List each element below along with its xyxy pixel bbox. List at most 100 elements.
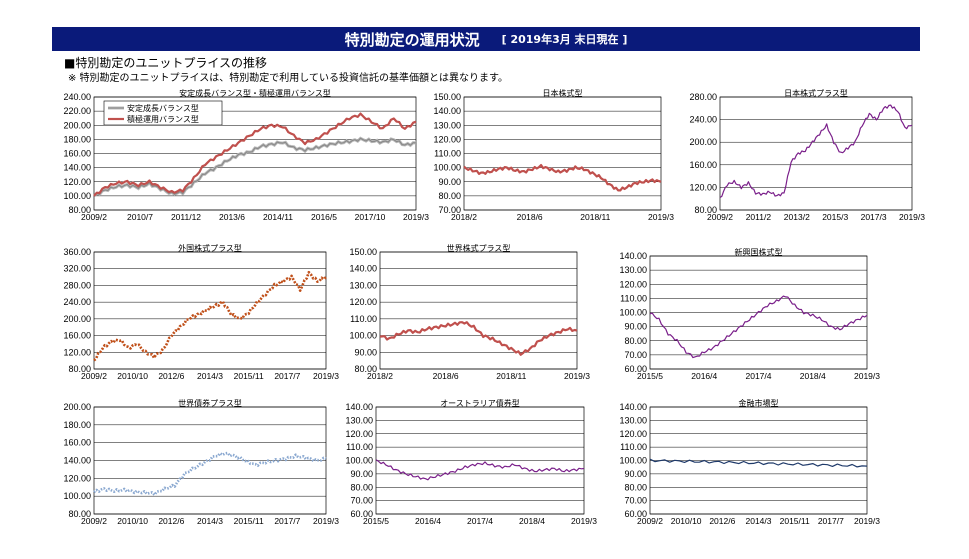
series-line <box>93 137 417 197</box>
plot-frame <box>649 406 868 515</box>
chart-money-market: 金融市場型 60.00 70.00 80.00 90.00 100.00 110.00 120… <box>619 398 880 526</box>
x-tick-label: 2011/12 <box>171 212 201 222</box>
x-tick-label: 2018/4 <box>800 371 826 381</box>
y-tick-label: 60.00 <box>350 509 373 519</box>
y-tick-label: 70.00 <box>438 205 461 215</box>
x-tick-label: 2019/3 <box>854 371 880 381</box>
x-tick-label: 2018/11 <box>580 212 610 222</box>
y-tick-label: 160.00 <box>63 331 91 341</box>
y-tick-label: 130.00 <box>345 415 373 425</box>
y-tick-label: 90.00 <box>624 469 647 479</box>
y-tick-label: 120.00 <box>619 279 647 289</box>
chart-title: 金融市場型 <box>739 398 779 408</box>
legend-box <box>103 100 223 126</box>
y-tick-label: 90.00 <box>350 469 373 479</box>
x-tick-label: 2009/2 <box>637 516 663 526</box>
chart-title: 日本株式型 <box>543 88 583 98</box>
y-tick-label: 100.00 <box>345 456 373 466</box>
x-tick-label: 2012/6 <box>709 516 735 526</box>
section-note: ※ 特別勘定のユニットプライスは、特別勘定で利用している投資信託の基準価額とは異… <box>68 73 508 84</box>
x-tick-label: 2017/7 <box>274 516 300 526</box>
y-tick-label: 80.00 <box>68 364 91 374</box>
x-tick-label: 2015/5 <box>363 516 389 526</box>
y-tick-label: 140.00 <box>433 106 461 116</box>
y-tick-label: 80.00 <box>68 509 91 519</box>
y-tick-label: 70.00 <box>624 350 647 360</box>
chart-title: 世界株式プラス型 <box>447 243 511 253</box>
x-tick-label: 2017/4 <box>467 516 493 526</box>
y-tick-label: 180.00 <box>63 420 91 430</box>
y-tick-label: 280.00 <box>689 92 717 102</box>
chart-title: 新興国株式型 <box>735 247 783 257</box>
x-tick-label: 2016/4 <box>415 516 441 526</box>
plot-frame <box>93 406 327 515</box>
page-title: 特別勘定の運用状況 <box>344 30 480 49</box>
y-tick-label: 160.00 <box>689 160 717 170</box>
chart-japan-equity: 日本株式型 70.00 80.00 90.00 100.00 110.00 120.00 13… <box>433 88 674 222</box>
x-tick-label: 2009/2 <box>707 212 733 222</box>
x-tick-label: 2011/2 <box>746 212 772 222</box>
x-tick-label: 2009/2 <box>81 516 107 526</box>
y-tick-label: 200.00 <box>689 137 717 147</box>
y-tick-label: 110.00 <box>346 442 373 452</box>
y-tick-label: 100.00 <box>619 308 647 318</box>
x-tick-label: 2018/4 <box>519 516 545 526</box>
y-tick-label: 120.00 <box>345 429 373 439</box>
y-tick-label: 70.00 <box>350 496 373 506</box>
x-tick-label: 2015/11 <box>780 516 810 526</box>
plot-frame <box>93 251 327 370</box>
y-tick-label: 240.00 <box>63 92 91 102</box>
series-line <box>463 163 662 192</box>
chart-world-bond-plus: 世界債券プラス型 80.00 100.00 120.00 140.00 160.00 180… <box>63 398 339 526</box>
plot-frame <box>375 406 585 515</box>
x-tick-label: 2018/6 <box>517 212 543 222</box>
x-tick-label: 2010/10 <box>117 371 148 381</box>
plot-frame <box>649 255 868 370</box>
x-tick-label: 2010/10 <box>671 516 702 526</box>
x-tick-label: 2019/3 <box>313 371 339 381</box>
series-line <box>649 458 868 468</box>
chart-title: 安定成長バランス型・積極運用バランス型 <box>179 88 331 98</box>
x-tick-label: 2012/6 <box>158 371 184 381</box>
x-tick-label: 2014/11 <box>263 212 293 222</box>
y-tick-label: 90.00 <box>354 347 377 357</box>
y-tick-label: 80.00 <box>438 191 461 201</box>
y-tick-label: 200.00 <box>63 120 91 130</box>
x-tick-label: 2019/3 <box>899 212 925 222</box>
x-tick-label: 2012/6 <box>158 516 184 526</box>
plot-frame <box>463 96 662 211</box>
y-tick-label: 130.00 <box>619 265 647 275</box>
series-line <box>379 321 578 356</box>
x-tick-label: 2019/3 <box>571 516 597 526</box>
y-tick-label: 120.00 <box>63 473 91 483</box>
y-tick-label: 100.00 <box>433 163 461 173</box>
x-tick-label: 2017/7 <box>274 371 300 381</box>
chart-japan-equity-plus: 日本株式プラス型 80.00 120.00 160.00 200.00 240.00 280… <box>689 88 925 222</box>
x-tick-label: 2014/3 <box>197 371 223 381</box>
x-tick-label: 2018/6 <box>433 371 459 381</box>
chart-emerging-equity: 新興国株式型 60.00 70.00 80.00 90.00 100.00 110.00 12… <box>619 247 880 381</box>
x-tick-label: 2019/3 <box>564 371 590 381</box>
chart-title: オーストラリア債券型 <box>440 398 520 408</box>
y-tick-label: 80.00 <box>350 482 373 492</box>
y-tick-label: 130.00 <box>619 415 647 425</box>
chart-balance: 安定成長バランス型・積極運用バランス型 80.00 100.00 120.00 140.… <box>63 88 429 222</box>
chart-title: 外国株式プラス型 <box>178 243 242 253</box>
x-tick-label: 2017/3 <box>861 212 887 222</box>
y-tick-label: 100.00 <box>619 456 647 466</box>
y-tick-label: 60.00 <box>624 364 647 374</box>
y-tick-label: 180.00 <box>63 134 91 144</box>
y-tick-label: 120.00 <box>349 297 377 307</box>
x-tick-label: 2013/6 <box>219 212 245 222</box>
y-tick-label: 140.00 <box>619 251 647 261</box>
y-tick-label: 100.00 <box>63 491 91 501</box>
x-tick-label: 2014/3 <box>746 516 772 526</box>
y-tick-label: 110.00 <box>620 293 647 303</box>
y-tick-label: 320.00 <box>63 264 91 274</box>
series-line <box>649 295 868 359</box>
x-tick-label: 2015/11 <box>234 371 264 381</box>
y-tick-label: 120.00 <box>63 177 91 187</box>
y-tick-label: 130.00 <box>433 120 461 130</box>
y-tick-label: 140.00 <box>345 402 373 412</box>
x-tick-label: 2018/2 <box>451 212 477 222</box>
